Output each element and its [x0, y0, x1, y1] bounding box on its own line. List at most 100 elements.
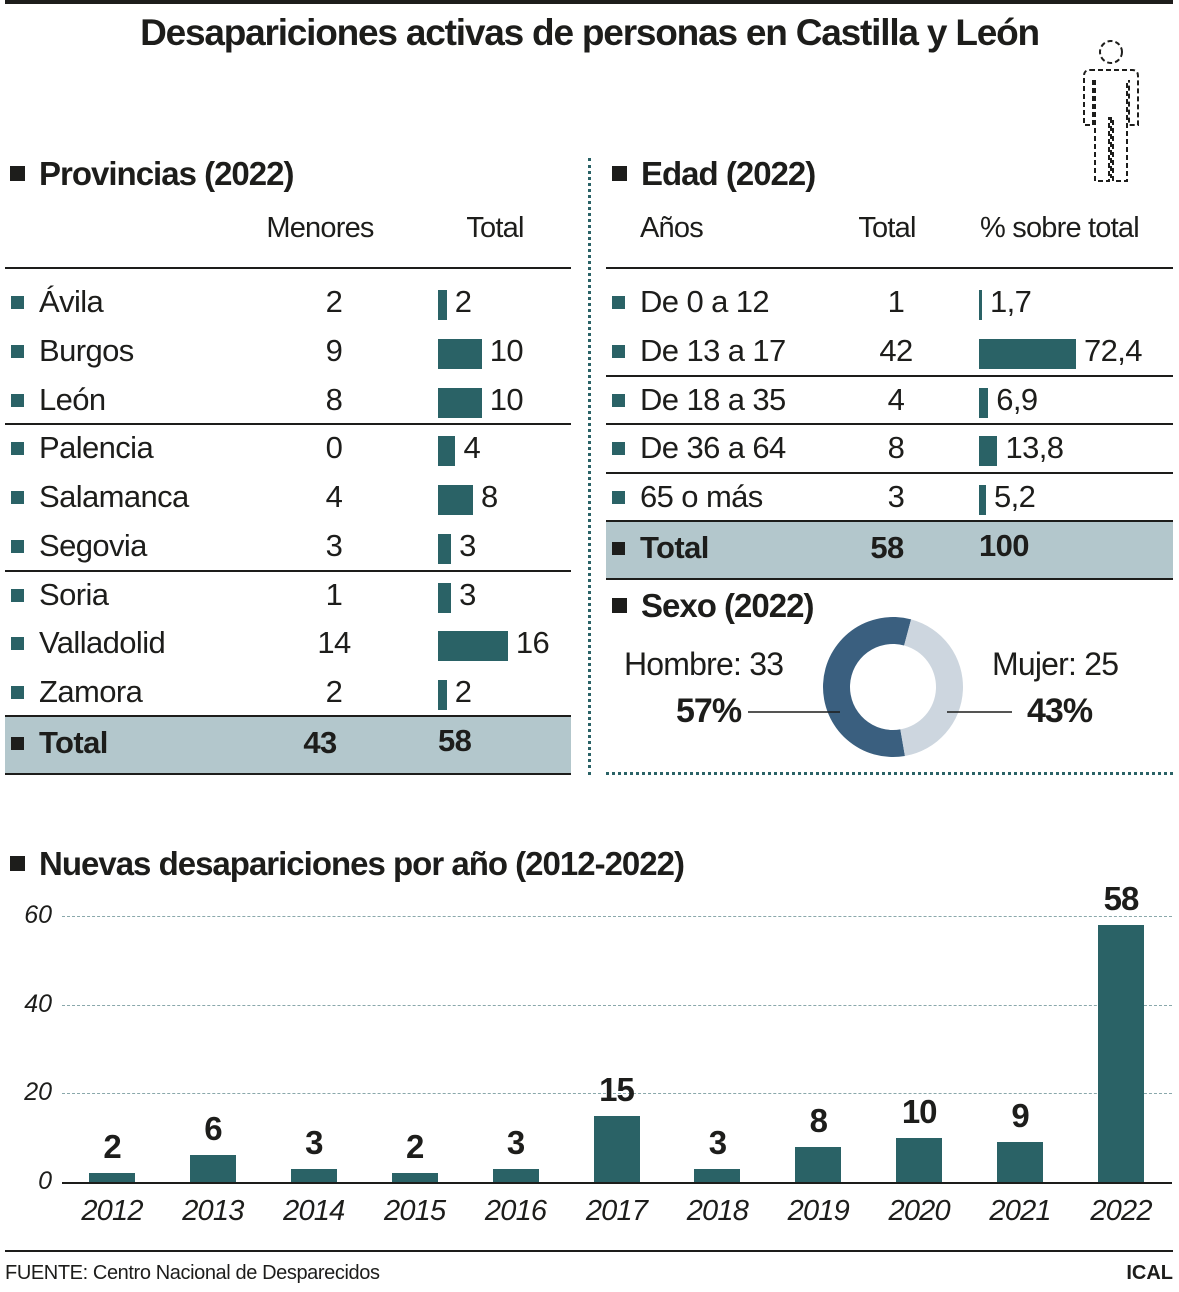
table-row: De 0 a 12 1 1,7: [606, 278, 1173, 326]
bar-value-label: 9: [1011, 1097, 1029, 1135]
col-menores: Menores: [266, 212, 374, 244]
divider: [606, 472, 1173, 474]
x-tick-label: 2019: [787, 1195, 850, 1227]
divider: [5, 570, 571, 572]
dotted-divider: [606, 772, 1173, 775]
x-tick-label: 2021: [989, 1195, 1051, 1227]
divider: [5, 773, 571, 775]
divider: [5, 267, 571, 269]
person-outline-icon: [1083, 40, 1139, 182]
bar-value-label: 3: [708, 1123, 727, 1161]
y-tick-label: 60: [24, 901, 52, 929]
total-total: 58: [438, 723, 472, 758]
table-row: Ávila 2 2: [5, 278, 571, 326]
col-pct: % sobre total: [980, 212, 1140, 244]
sexo-donut: [748, 617, 1012, 757]
pct-bar: [979, 436, 998, 466]
table-row: Palencia 0 4: [5, 424, 571, 472]
bar: [492, 1168, 539, 1182]
pct-value: 72,4: [1084, 333, 1143, 368]
menores-value: 8: [325, 382, 343, 417]
bar-value-label: 8: [809, 1101, 828, 1139]
menores-value: 9: [325, 333, 343, 368]
province-name: Palencia: [39, 430, 154, 465]
mujer-label: Mujer: 25: [992, 646, 1119, 682]
col-total: Total: [858, 212, 916, 244]
province-name: Zamora: [39, 674, 143, 709]
total-value: 10: [489, 382, 524, 417]
dotted-divider: [588, 158, 591, 775]
total-value: 2: [454, 674, 472, 709]
total-value: 10: [489, 333, 524, 368]
x-tick-label: 2015: [384, 1195, 446, 1227]
bullet-icon: [612, 491, 625, 504]
bar-value-label: 15: [599, 1070, 635, 1108]
total-bar: [438, 290, 447, 320]
table-row: 65 o más 3 5,2: [606, 473, 1173, 521]
total-bar: [438, 631, 508, 661]
menores-value: 2: [325, 284, 343, 319]
menores-value: 1: [325, 577, 343, 612]
total-bar: [438, 680, 447, 710]
x-tick-label: 2014: [283, 1195, 345, 1227]
total-value: 3: [459, 577, 476, 612]
y-tick-label: 40: [24, 989, 52, 1018]
total-total: 58: [870, 530, 904, 565]
pct-total: 100: [979, 528, 1030, 563]
table-row: León 8 10: [5, 376, 571, 424]
mujer-pct: 43%: [1027, 692, 1093, 730]
divider: [606, 578, 1173, 580]
total-label: Total: [39, 725, 108, 760]
x-tick-label: 2018: [686, 1195, 749, 1227]
age-range: De 18 a 35: [640, 382, 786, 417]
table-row: Soria 1 3: [5, 571, 571, 619]
gridline: [62, 1093, 1172, 1095]
bullet-icon: [612, 394, 625, 407]
x-tick-label: 2012: [81, 1195, 143, 1227]
x-tick-label: 2016: [484, 1195, 547, 1227]
pct-value: 1,7: [990, 284, 1032, 319]
x-tick-label: 2020: [888, 1195, 951, 1227]
gridline: [62, 1004, 1172, 1006]
x-tick-label: 2017: [585, 1195, 648, 1227]
pct-value: 6,9: [996, 382, 1038, 417]
total-bar: [438, 534, 452, 564]
bar: [896, 1137, 943, 1182]
pct-bar: [979, 339, 1077, 369]
pct-bar: [979, 290, 982, 320]
bar: [1098, 924, 1144, 1182]
total-bar: [438, 436, 456, 466]
divider: [606, 267, 1173, 269]
bar: [593, 1115, 640, 1182]
top-rule: [5, 0, 1173, 4]
menores-value: 3: [325, 528, 343, 563]
hombre-label: Hombre: 33: [624, 646, 784, 682]
x-tick-label: 2022: [1090, 1195, 1152, 1227]
bar-value-label: 2: [103, 1128, 121, 1166]
bullet-icon: [612, 542, 625, 555]
total-bar: [438, 388, 482, 418]
province-name: Ávila: [39, 284, 104, 319]
source-text: FUENTE: Centro Nacional de Desparecidos: [5, 1262, 380, 1284]
total-value: 4: [463, 430, 481, 465]
bar: [391, 1173, 438, 1182]
table-row: Zamora 2 2: [5, 668, 571, 716]
hombre-pct: 57%: [676, 692, 742, 730]
edad-heading: Edad (2022): [612, 155, 816, 193]
bullet-icon: [11, 394, 24, 407]
divider: [5, 423, 571, 425]
province-name: Segovia: [39, 528, 147, 563]
menores-total: 43: [303, 725, 337, 760]
bullet-icon: [612, 442, 625, 455]
table-row: De 18 a 35 4 6,9: [606, 376, 1173, 424]
province-name: Burgos: [39, 333, 134, 368]
bottom-rule: [5, 1250, 1173, 1252]
bullet-icon: [11, 686, 24, 699]
table-row: Burgos 9 10: [5, 327, 571, 375]
total-row: Total 58 100: [606, 522, 1173, 579]
pct-bar: [979, 485, 986, 515]
bar: [795, 1146, 842, 1182]
bullet-icon: [11, 442, 24, 455]
divider: [606, 520, 1173, 522]
divider: [606, 423, 1173, 425]
